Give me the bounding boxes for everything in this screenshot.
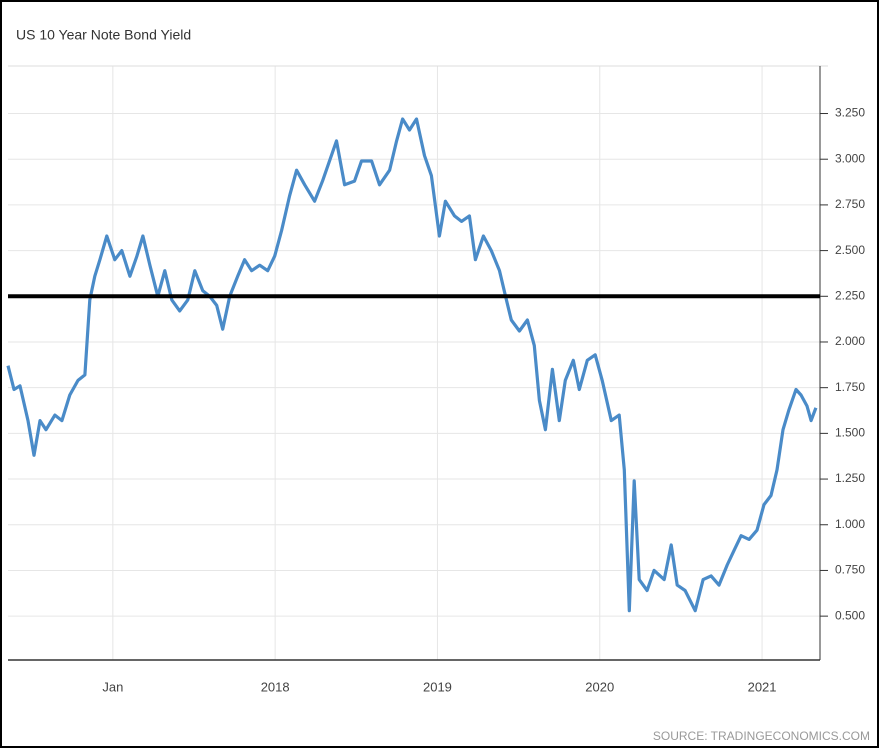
y-tick-label: 1.000	[835, 517, 865, 531]
source-note: SOURCE: TRADINGECONOMICS.COM	[653, 729, 870, 743]
y-tick-label: 1.250	[835, 471, 865, 485]
y-tick-label: 3.250	[835, 106, 865, 120]
x-tick-label: 2019	[423, 679, 452, 694]
x-tick-label: 2021	[748, 679, 777, 694]
y-tick-label: 1.500	[835, 426, 865, 440]
series-line	[6, 117, 818, 613]
y-tick-label: 1.750	[835, 380, 865, 394]
y-tick-label: 2.000	[835, 334, 865, 348]
x-tick-label: 2018	[261, 679, 290, 694]
x-tick-label: Jan	[102, 679, 123, 694]
y-tick-label: 2.500	[835, 243, 865, 257]
y-tick-label: 3.000	[835, 151, 865, 165]
chart-title: US 10 Year Note Bond Yield	[16, 27, 191, 43]
y-tick-label: 2.750	[835, 197, 865, 211]
y-tick-label: 0.500	[835, 608, 865, 622]
y-tick-label: 0.750	[835, 563, 865, 577]
y-tick-label: 2.250	[835, 288, 865, 302]
x-tick-label: 2020	[585, 679, 614, 694]
